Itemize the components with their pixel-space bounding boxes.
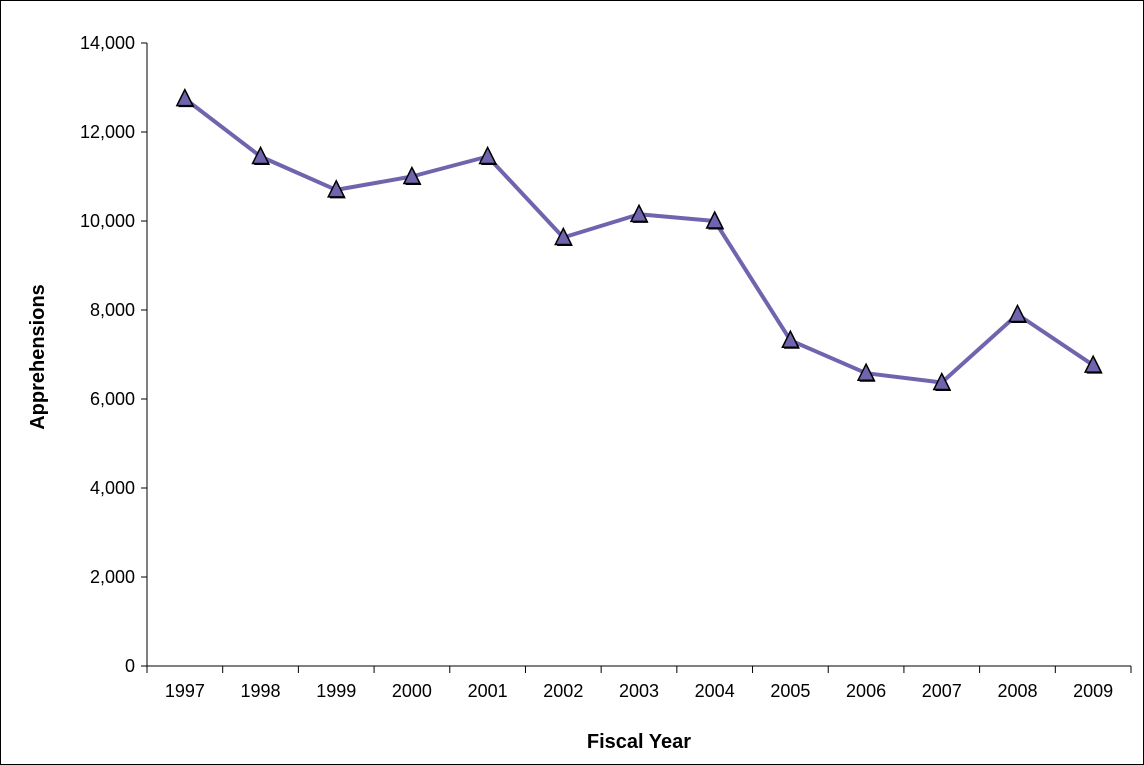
y-tick-label: 8,000 [90,300,135,320]
marker-triangle [251,145,270,165]
x-tick-label: 1998 [241,681,281,701]
data-point-marker [402,165,422,185]
data-point-marker [705,210,725,230]
marker-triangle [932,371,951,391]
x-tick-label: 2005 [770,681,810,701]
y-axis-title: Apprehensions [27,284,49,430]
x-tick-label: 2007 [922,681,962,701]
data-point-marker [251,145,271,165]
data-point-marker [856,362,876,382]
data-point-marker [327,179,346,199]
marker-triangle [1083,354,1103,373]
y-tick-label: 2,000 [90,567,135,587]
series-line-group [182,96,1096,385]
x-tick-label: 2003 [619,681,659,701]
y-tick-label: 6,000 [90,389,135,409]
data-point-marker [554,226,573,246]
x-tick-label: 2004 [695,681,735,701]
data-point-marker [478,145,498,165]
marker-triangle [629,203,649,223]
marker-triangle [402,165,422,185]
marker-triangle [705,210,724,229]
marker-triangle [175,87,195,107]
marker-triangle [478,145,497,165]
x-axis: 1997 1998 1999 2000 2001 2002 2003 2004 2005 2006… [146,665,1132,701]
marker-triangle [856,362,876,381]
data-point-marker [629,203,649,223]
marker-triangle [781,329,800,349]
series-line [182,96,1096,385]
y-tick-label: 0 [125,656,135,676]
x-tick-label: 1999 [316,681,356,701]
y-tick-label: 4,000 [90,478,135,498]
x-tick-label: 2002 [543,681,583,701]
marker-triangle [1008,303,1027,323]
x-tick-label: 2006 [846,681,886,701]
data-point-marker [781,329,800,349]
y-tick-label: 14,000 [80,33,135,53]
x-axis-title: Fiscal Year [587,731,691,753]
series-markers [175,87,1103,392]
x-tick-label: 2000 [392,681,432,701]
x-tick-label: 2009 [1073,681,1113,701]
y-axis: 0 2,000 4,000 6,000 8,000 10,000 12,000 14,000 [80,33,148,676]
data-point-marker [1083,354,1103,374]
x-tick-label: 2008 [997,681,1037,701]
x-tick-label: 1997 [165,681,205,701]
data-point-marker [175,87,195,108]
data-point-marker [1008,303,1027,323]
x-tick-label: 2001 [468,681,508,701]
y-tick-label: 10,000 [80,211,135,231]
marker-triangle [327,179,346,198]
data-point-marker [932,371,952,392]
y-tick-label: 12,000 [80,122,135,142]
marker-triangle [554,226,573,246]
